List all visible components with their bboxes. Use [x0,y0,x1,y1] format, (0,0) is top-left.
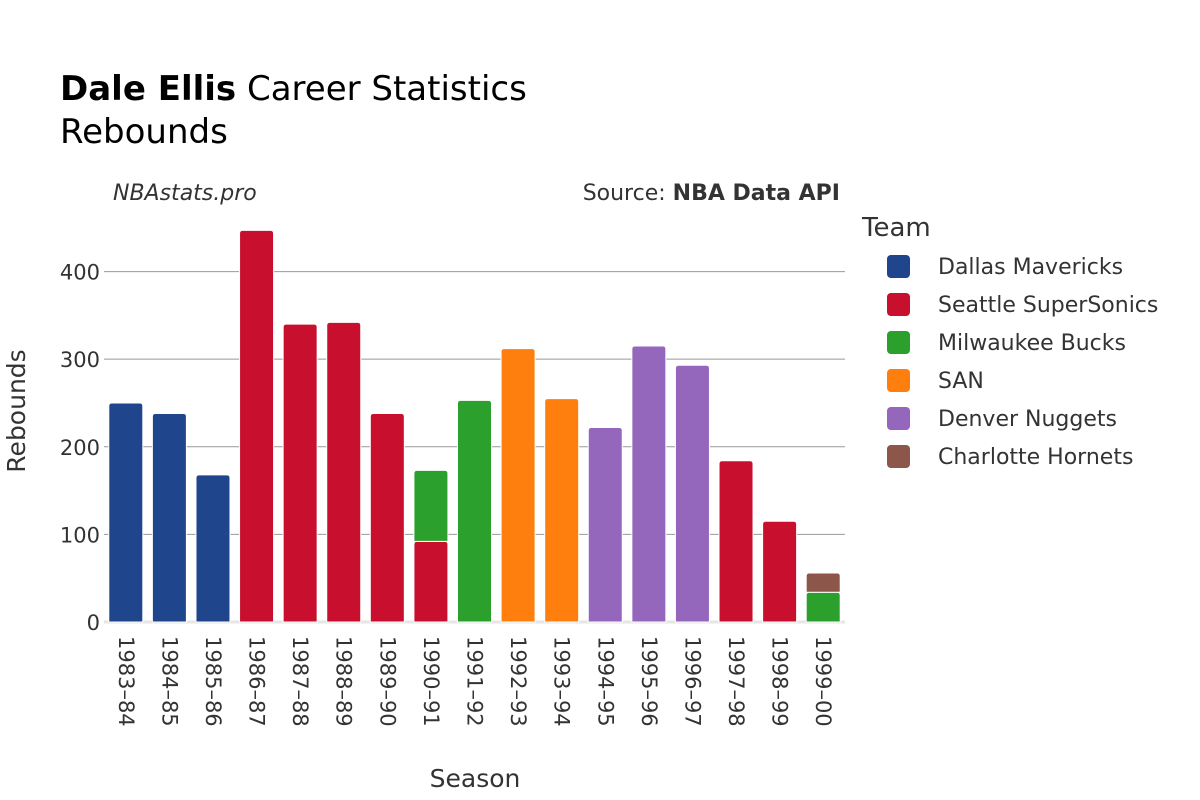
chart-subtitle: Rebounds [60,112,228,152]
source-name: NBA Data API [673,181,840,206]
x-tick-label: 1995–96 [637,636,661,727]
bar-milwaukee-bucks [413,469,449,542]
bar-seattle-supersonics [239,229,275,623]
bar-dallas-mavericks [108,402,144,623]
bar-milwaukee-bucks [805,591,841,623]
legend: Dallas Mavericks Seattle SuperSonics Milwa… [887,255,1158,470]
y-tick-label: 100 [60,523,100,547]
x-axis-ticks: 1983–84 1984–85 1985–86 1986–87 1987–88 1988–… [114,636,835,727]
bar-charlotte-hornets [805,572,841,593]
bar-seattle-supersonics [762,520,798,623]
source-prefix: Source: [583,181,673,206]
y-axis-ticks: 0 100 200 300 400 [60,261,100,635]
bar-denver-nuggets [587,427,623,623]
x-axis-title: Season [430,764,521,793]
x-tick-label: 1986–87 [245,636,269,727]
y-tick-label: 300 [60,348,100,372]
legend-swatch [887,407,910,430]
x-tick-label: 1997–98 [724,636,748,727]
chart-title-player: Dale Ellis [60,69,236,109]
legend-swatch [887,255,910,278]
legend-item[interactable]: Charlotte Hornets [887,445,1133,470]
bar-seattle-supersonics [413,540,449,623]
bars [108,229,841,623]
legend-swatch [887,331,910,354]
y-tick-label: 0 [87,611,100,635]
bar-dallas-mavericks [151,412,187,623]
y-tick-label: 200 [60,436,100,460]
bar-seattle-supersonics [369,412,405,623]
legend-label: Denver Nuggets [938,407,1117,432]
x-tick-label: 1992–93 [506,636,530,727]
bar-denver-nuggets [674,364,710,623]
x-tick-label: 1983–84 [114,636,138,727]
y-tick-label: 400 [60,261,100,285]
legend-item[interactable]: SAN [887,369,984,394]
x-tick-label: 1998–99 [768,636,792,727]
bar-milwaukee-bucks [457,399,492,623]
bar-dallas-mavericks [195,474,231,623]
x-tick-label: 1989–90 [375,636,399,727]
x-tick-label: 1994–95 [593,636,617,727]
legend-label: Milwaukee Bucks [938,331,1126,356]
chart-title-rest: Career Statistics [236,69,527,109]
legend-swatch [887,293,910,316]
legend-item[interactable]: Seattle SuperSonics [887,293,1158,318]
x-tick-label: 1984–85 [157,636,181,727]
x-tick-label: 1985–86 [201,636,225,727]
source-note: Source: NBA Data API [583,181,840,206]
bar-seattle-supersonics [326,321,362,623]
legend-label: Dallas Mavericks [938,255,1123,280]
x-tick-label: 1996–97 [680,636,704,727]
x-tick-label: 1987–88 [288,636,312,727]
legend-label: Charlotte Hornets [938,445,1133,470]
chart-title: Dale Ellis Career Statistics [60,69,527,109]
legend-swatch [887,445,910,468]
bar-seattle-supersonics [282,323,318,623]
legend-label: SAN [938,369,984,394]
bar-san [544,398,580,623]
x-tick-label: 1999–00 [811,636,835,727]
legend-title: Team [861,213,931,243]
bar-seattle-supersonics [718,460,754,623]
legend-swatch [887,369,910,392]
legend-label: Seattle SuperSonics [938,293,1158,318]
legend-item[interactable]: Milwaukee Bucks [887,331,1126,356]
x-tick-label: 1988–89 [332,636,356,727]
legend-item[interactable]: Dallas Mavericks [887,255,1123,280]
x-tick-label: 1993–94 [550,636,574,727]
bar-san [500,348,536,623]
bar-denver-nuggets [631,345,667,623]
x-tick-label: 1991–92 [463,636,487,727]
x-tick-label: 1990–91 [419,636,443,727]
watermark: NBAstats.pro [113,181,257,206]
y-axis-title: Rebounds [2,349,31,472]
legend-item[interactable]: Denver Nuggets [887,407,1117,432]
